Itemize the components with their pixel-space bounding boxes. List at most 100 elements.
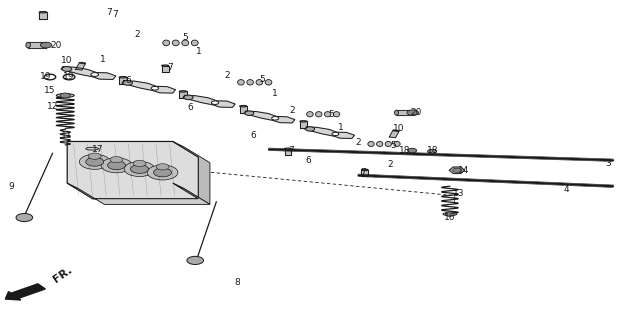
Ellipse shape bbox=[394, 141, 400, 146]
Text: 7: 7 bbox=[167, 63, 172, 72]
Polygon shape bbox=[28, 42, 46, 48]
Text: 7: 7 bbox=[360, 168, 365, 177]
Polygon shape bbox=[39, 12, 47, 19]
Polygon shape bbox=[449, 167, 465, 173]
Text: 18: 18 bbox=[399, 146, 411, 155]
Text: 19: 19 bbox=[40, 73, 52, 81]
Circle shape bbox=[91, 73, 99, 76]
Circle shape bbox=[408, 148, 417, 153]
Text: 5: 5 bbox=[183, 33, 188, 42]
Ellipse shape bbox=[316, 112, 322, 117]
Text: 7: 7 bbox=[289, 146, 294, 155]
Polygon shape bbox=[67, 183, 210, 204]
Circle shape bbox=[211, 101, 219, 105]
Text: 10: 10 bbox=[61, 56, 73, 64]
Polygon shape bbox=[173, 141, 210, 204]
Text: 11: 11 bbox=[61, 131, 73, 140]
Text: 7: 7 bbox=[106, 8, 111, 17]
Text: 10: 10 bbox=[393, 124, 404, 133]
Ellipse shape bbox=[39, 12, 47, 13]
Circle shape bbox=[124, 162, 155, 177]
Polygon shape bbox=[300, 121, 307, 128]
Circle shape bbox=[133, 160, 146, 167]
Circle shape bbox=[123, 80, 132, 85]
Circle shape bbox=[407, 110, 419, 115]
Ellipse shape bbox=[79, 62, 86, 64]
Circle shape bbox=[154, 168, 172, 177]
Text: 18: 18 bbox=[427, 146, 438, 155]
Text: 15: 15 bbox=[44, 86, 56, 95]
Circle shape bbox=[452, 168, 461, 172]
Polygon shape bbox=[389, 130, 399, 138]
Polygon shape bbox=[161, 66, 169, 72]
Polygon shape bbox=[61, 67, 116, 80]
Circle shape bbox=[187, 256, 204, 264]
Circle shape bbox=[151, 86, 159, 90]
Text: 1: 1 bbox=[196, 47, 201, 56]
Text: 20: 20 bbox=[50, 41, 61, 49]
Ellipse shape bbox=[362, 169, 368, 170]
Text: 1: 1 bbox=[273, 90, 278, 98]
FancyArrow shape bbox=[5, 284, 45, 300]
Polygon shape bbox=[76, 63, 86, 70]
Text: 2: 2 bbox=[388, 160, 393, 168]
Text: 2: 2 bbox=[135, 30, 140, 39]
Polygon shape bbox=[122, 81, 175, 93]
Ellipse shape bbox=[300, 121, 307, 122]
Polygon shape bbox=[183, 95, 235, 107]
Text: 16: 16 bbox=[444, 213, 456, 222]
Ellipse shape bbox=[119, 76, 127, 78]
Circle shape bbox=[16, 213, 33, 222]
Text: 5: 5 bbox=[260, 75, 265, 84]
Polygon shape bbox=[285, 149, 291, 155]
Text: 6: 6 bbox=[250, 131, 255, 140]
Circle shape bbox=[428, 149, 436, 154]
Polygon shape bbox=[397, 110, 412, 115]
Ellipse shape bbox=[86, 147, 99, 150]
Polygon shape bbox=[179, 91, 187, 98]
Text: 13: 13 bbox=[453, 189, 465, 198]
Ellipse shape bbox=[191, 40, 198, 46]
Ellipse shape bbox=[56, 94, 74, 97]
Circle shape bbox=[332, 132, 339, 136]
Ellipse shape bbox=[324, 112, 331, 117]
Ellipse shape bbox=[333, 112, 340, 117]
Ellipse shape bbox=[394, 110, 399, 115]
Text: 20: 20 bbox=[410, 108, 422, 117]
Text: 4: 4 bbox=[564, 186, 569, 194]
Ellipse shape bbox=[163, 40, 170, 46]
Text: 7: 7 bbox=[113, 10, 118, 18]
Polygon shape bbox=[362, 170, 368, 176]
Text: 3: 3 bbox=[606, 159, 611, 168]
Ellipse shape bbox=[256, 80, 262, 85]
Circle shape bbox=[445, 212, 454, 216]
Text: 6: 6 bbox=[188, 104, 193, 112]
Polygon shape bbox=[305, 127, 355, 138]
Circle shape bbox=[101, 158, 132, 173]
Ellipse shape bbox=[393, 130, 399, 131]
Ellipse shape bbox=[307, 112, 313, 117]
Text: 5: 5 bbox=[390, 141, 396, 150]
Circle shape bbox=[156, 164, 169, 170]
Circle shape bbox=[110, 156, 123, 163]
Ellipse shape bbox=[161, 65, 169, 66]
Ellipse shape bbox=[179, 91, 187, 92]
Ellipse shape bbox=[239, 105, 247, 107]
Text: 14: 14 bbox=[458, 166, 470, 175]
Text: 12: 12 bbox=[47, 102, 58, 111]
Polygon shape bbox=[67, 141, 198, 199]
Text: 17: 17 bbox=[92, 145, 103, 154]
Text: 6: 6 bbox=[305, 156, 310, 165]
Ellipse shape bbox=[182, 40, 189, 46]
Ellipse shape bbox=[385, 141, 392, 146]
Circle shape bbox=[184, 95, 193, 100]
Text: 1: 1 bbox=[339, 123, 344, 132]
Circle shape bbox=[60, 93, 70, 98]
Ellipse shape bbox=[237, 80, 244, 85]
Ellipse shape bbox=[285, 148, 291, 149]
Circle shape bbox=[306, 127, 314, 131]
Ellipse shape bbox=[376, 141, 383, 146]
Polygon shape bbox=[239, 106, 247, 113]
Ellipse shape bbox=[443, 213, 457, 216]
Circle shape bbox=[147, 165, 178, 180]
